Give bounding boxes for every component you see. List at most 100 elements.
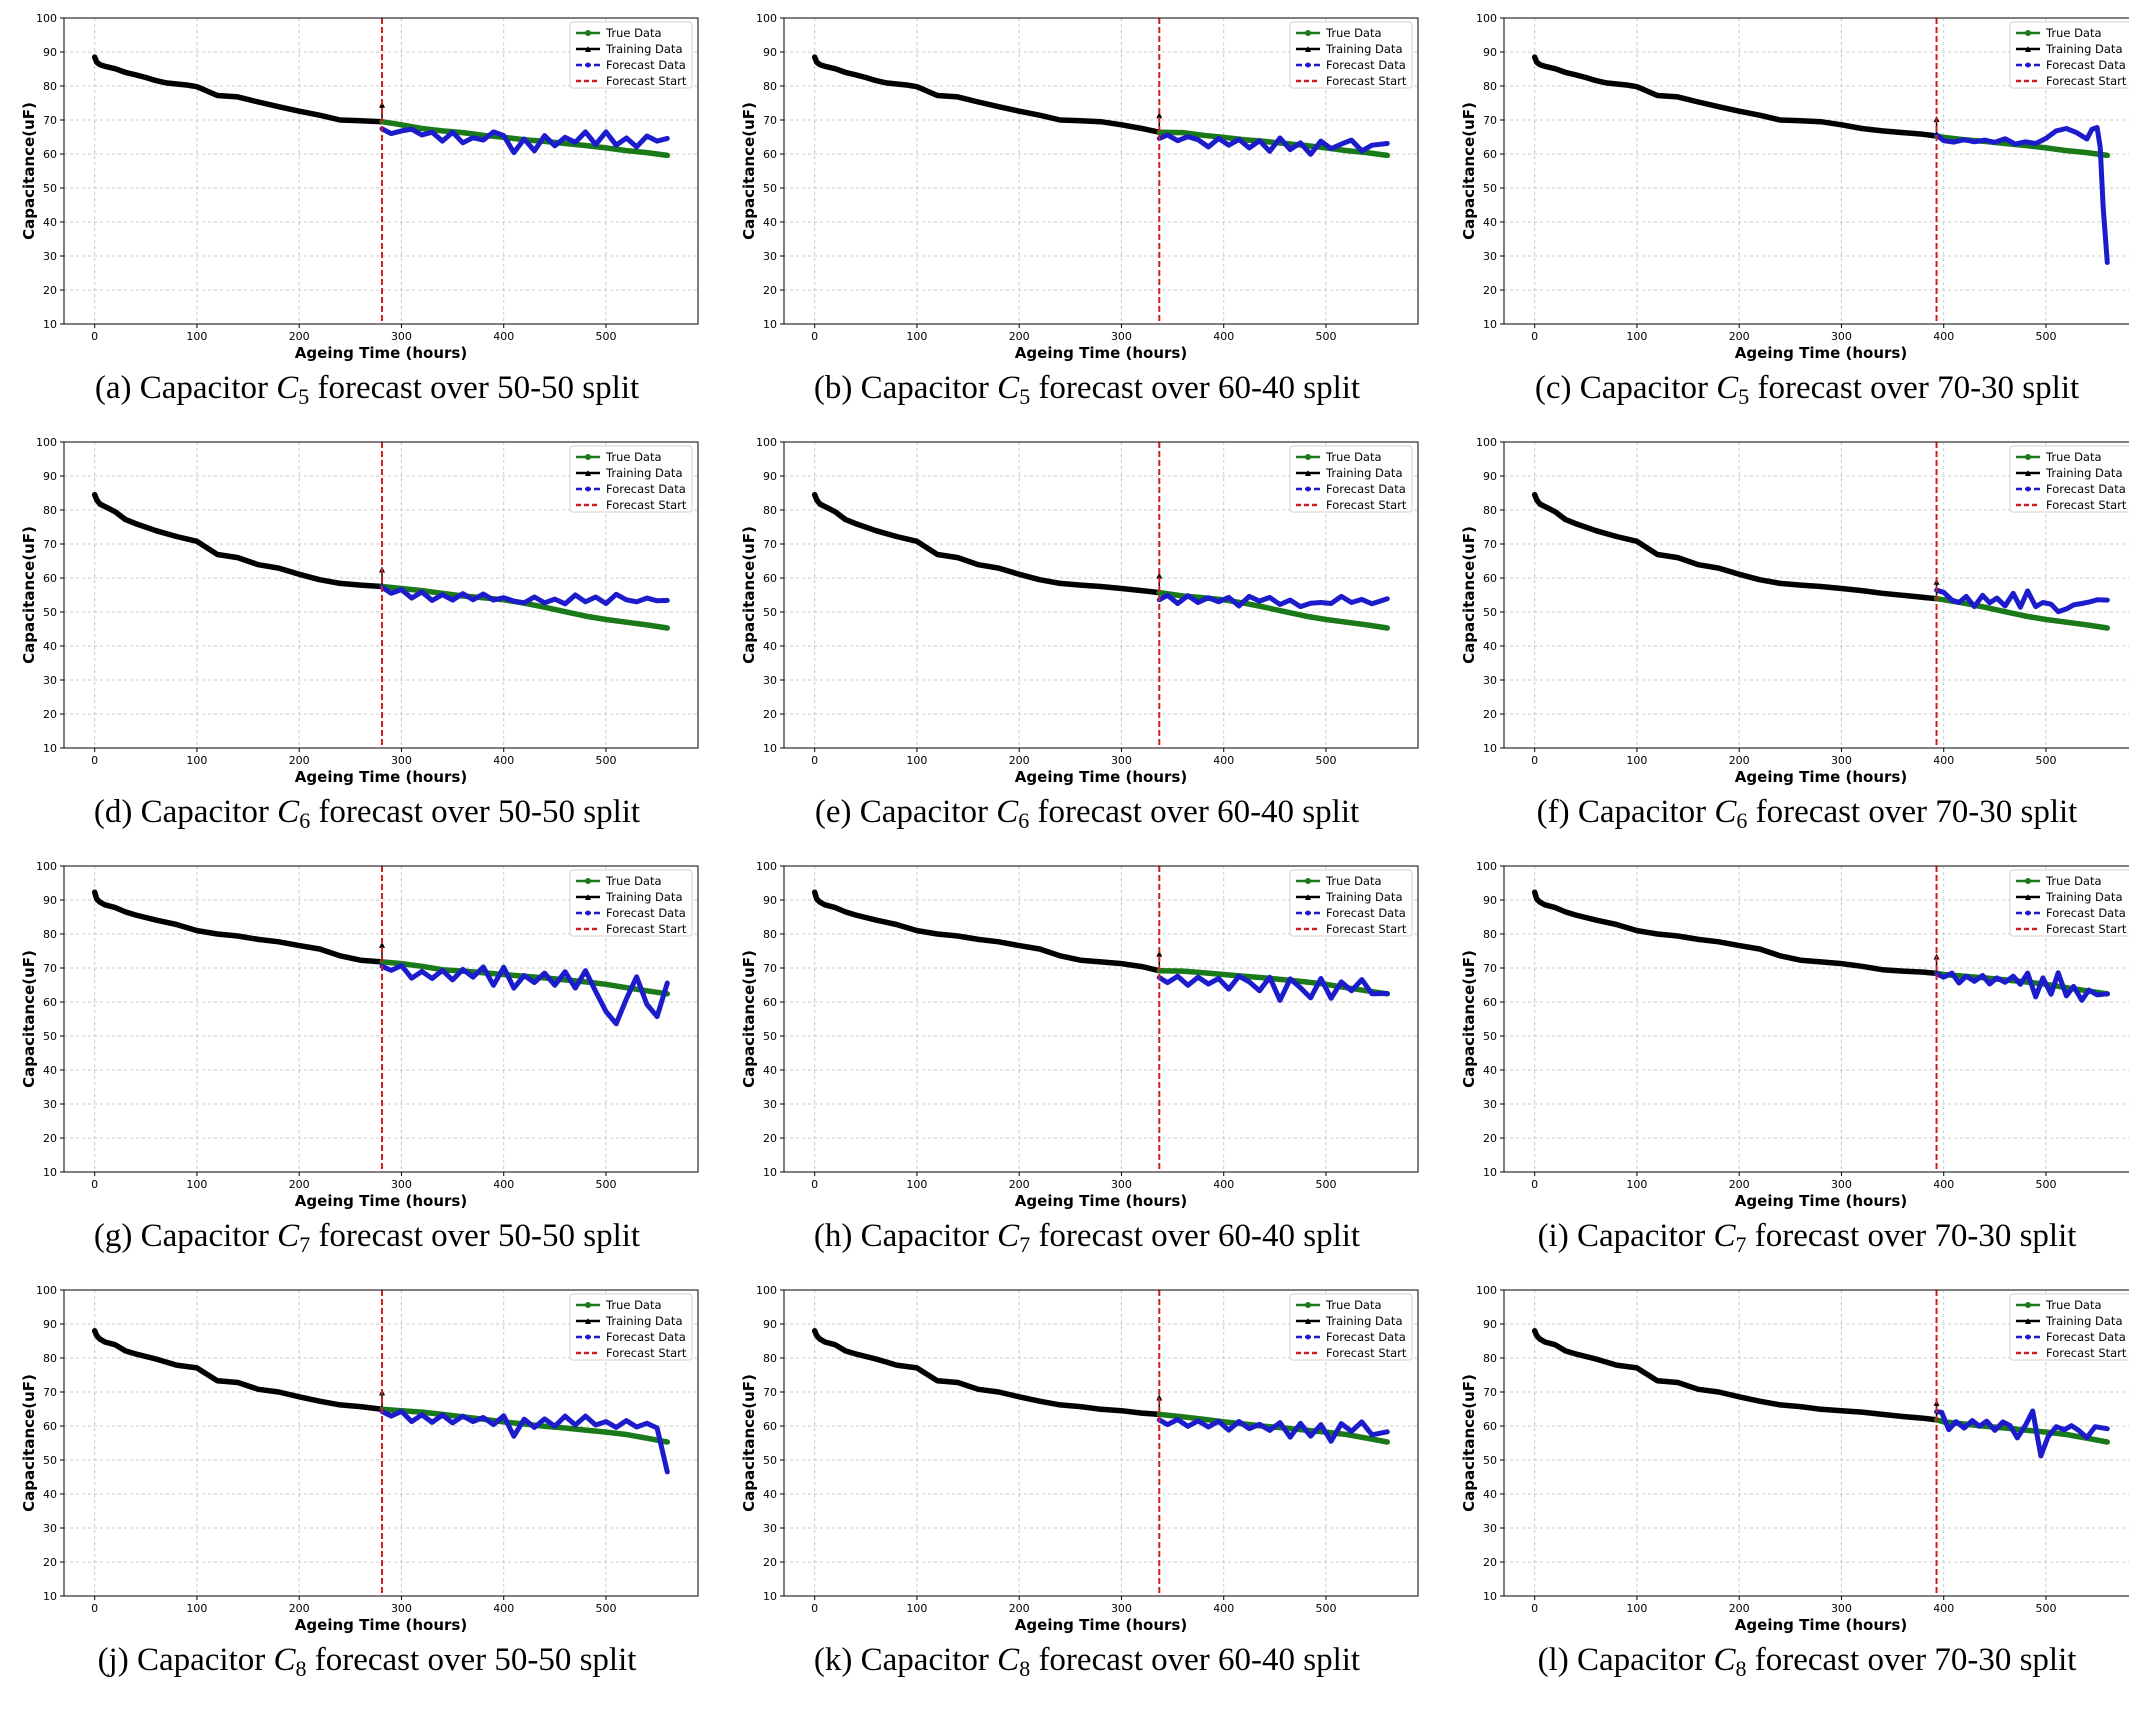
series-training-data <box>1531 54 1940 139</box>
x-tick-label: 500 <box>1315 330 1336 343</box>
legend-entry-label: Training Data <box>1325 890 1403 904</box>
legend-marker <box>1305 910 1311 916</box>
legend-box <box>569 21 693 89</box>
caption-prefix: (b) Capacitor <box>813 370 998 406</box>
figure-caption: (h) Capacitor C7 forecast over 60-40 spl… <box>728 1218 1446 1258</box>
y-tick-label: 30 <box>1483 1522 1497 1535</box>
x-tick-label: 0 <box>91 330 98 343</box>
x-tick-label: 200 <box>1729 1602 1750 1615</box>
legend-box <box>2009 445 2129 513</box>
x-tick-label: 400 <box>1213 754 1234 767</box>
x-tick-label: 300 <box>1111 754 1132 767</box>
y-tick-label: 90 <box>1483 894 1497 907</box>
y-tick-label: 10 <box>43 1166 57 1179</box>
x-tick-label: 400 <box>1213 1602 1234 1615</box>
y-tick-label: 100 <box>36 12 57 25</box>
legend-entry-label: True Data <box>1325 450 1382 464</box>
legend-entry-label: Forecast Data <box>2046 58 2126 72</box>
y-tick-label: 70 <box>763 1386 777 1399</box>
series-forecast-data <box>1934 587 2110 615</box>
y-tick-label: 40 <box>763 1064 777 1077</box>
x-tick-label: 400 <box>493 330 514 343</box>
y-tick-label: 70 <box>43 538 57 551</box>
x-tick-label: 0 <box>91 1602 98 1615</box>
y-tick-label: 70 <box>43 1386 57 1399</box>
legend-marker <box>2025 30 2031 36</box>
plot-frame <box>783 1289 1419 1597</box>
y-tick-label: 20 <box>763 1132 777 1145</box>
legend-entry-label: Training Data <box>2045 890 2123 904</box>
plot-frame <box>1503 441 2129 749</box>
y-tick-label: 60 <box>763 1420 777 1433</box>
series-forecast-data <box>1934 970 2110 1003</box>
y-axis-label: Capacitance(uF) <box>1460 102 1478 240</box>
figure-caption: (k) Capacitor C8 forecast over 60-40 spl… <box>728 1642 1446 1682</box>
y-tick-label: 100 <box>756 1284 777 1297</box>
caption-symbol: C <box>277 1218 300 1254</box>
plot-frame <box>783 17 1419 325</box>
caption-symbol: C <box>277 794 300 830</box>
legend-entry-label: Forecast Data <box>2046 482 2126 496</box>
y-tick-label: 80 <box>763 80 777 93</box>
caption-prefix: (k) Capacitor <box>813 1642 998 1678</box>
y-tick-label: 80 <box>43 928 57 941</box>
plot-frame <box>63 17 699 325</box>
figure-caption: (a) Capacitor C5 forecast over 50-50 spl… <box>8 370 726 410</box>
x-tick-label: 100 <box>1626 1602 1647 1615</box>
chart-svg: 0 100 200 300 400 500 10 20 30 40 50 60 70 80 90 100 Age… <box>740 860 1419 1210</box>
y-tick-label: 20 <box>1483 708 1497 721</box>
x-tick-label: 100 <box>1626 754 1647 767</box>
x-tick-label: 0 <box>811 1602 818 1615</box>
legend-box <box>2009 1293 2129 1361</box>
legend-entry-label: True Data <box>605 1298 662 1312</box>
y-tick-label: 60 <box>1483 1420 1497 1433</box>
legend-entry-label: True Data <box>2045 874 2102 888</box>
caption-subscript: 6 <box>1736 808 1748 833</box>
caption-suffix: forecast over 60-40 split <box>1030 1642 1361 1678</box>
legend-marker <box>1305 486 1311 492</box>
x-tick-label: 100 <box>906 330 927 343</box>
legend-entry-label: Forecast Start <box>2046 1346 2127 1360</box>
caption-symbol: C <box>1713 1642 1736 1678</box>
legend-marker <box>1305 46 1311 52</box>
figure-caption: (f) Capacitor C6 forecast over 70-30 spl… <box>1448 794 2129 834</box>
series-forecast-data <box>1934 1408 2110 1459</box>
training-end-arrowhead <box>1156 1394 1163 1401</box>
caption-subscript: 5 <box>298 384 310 409</box>
y-tick-label: 70 <box>43 962 57 975</box>
x-tick-label: 0 <box>811 330 818 343</box>
y-tick-label: 80 <box>1483 928 1497 941</box>
y-tick-label: 40 <box>1483 1488 1497 1501</box>
legend-marker <box>1305 470 1311 476</box>
series-true-data <box>1156 589 1391 631</box>
y-tick-label: 90 <box>1483 46 1497 59</box>
x-axis-label: Ageing Time (hours) <box>1015 768 1187 786</box>
legend-entry-label: True Data <box>2045 26 2102 40</box>
x-axis-label: Ageing Time (hours) <box>295 1192 467 1210</box>
y-tick-label: 60 <box>1483 572 1497 585</box>
y-tick-label: 40 <box>763 216 777 229</box>
caption-suffix: forecast over 50-50 split <box>309 370 640 406</box>
y-tick-label: 90 <box>763 470 777 483</box>
series-training-data <box>811 54 1163 135</box>
legend-entry-label: Training Data <box>2045 1314 2123 1328</box>
chart-panel-i: 0 100 200 300 400 500 10 20 30 40 50 60 70 80 90 100 Age… <box>1448 850 2129 1274</box>
x-tick-label: 200 <box>1009 1602 1030 1615</box>
legend-entry-label: Forecast Data <box>2046 906 2126 920</box>
x-tick-label: 400 <box>493 754 514 767</box>
x-tick-label: 0 <box>1531 1178 1538 1191</box>
y-tick-label: 50 <box>43 1030 57 1043</box>
x-tick-label: 500 <box>1315 1602 1336 1615</box>
y-tick-label: 40 <box>763 1488 777 1501</box>
y-tick-label: 10 <box>43 318 57 331</box>
y-tick-label: 100 <box>1476 860 1497 873</box>
x-tick-label: 400 <box>1213 330 1234 343</box>
caption-symbol: C <box>1716 370 1739 406</box>
chart-panel-g: 0 100 200 300 400 500 10 20 30 40 50 60 70 80 90 100 Age… <box>8 850 726 1274</box>
caption-suffix: forecast over 70-30 split <box>1746 1218 2077 1254</box>
plot-frame <box>63 1289 699 1597</box>
legend-marker <box>2025 1302 2031 1308</box>
caption-subscript: 8 <box>1019 1656 1031 1681</box>
y-tick-label: 70 <box>1483 114 1497 127</box>
plot-frame <box>1503 865 2129 1173</box>
